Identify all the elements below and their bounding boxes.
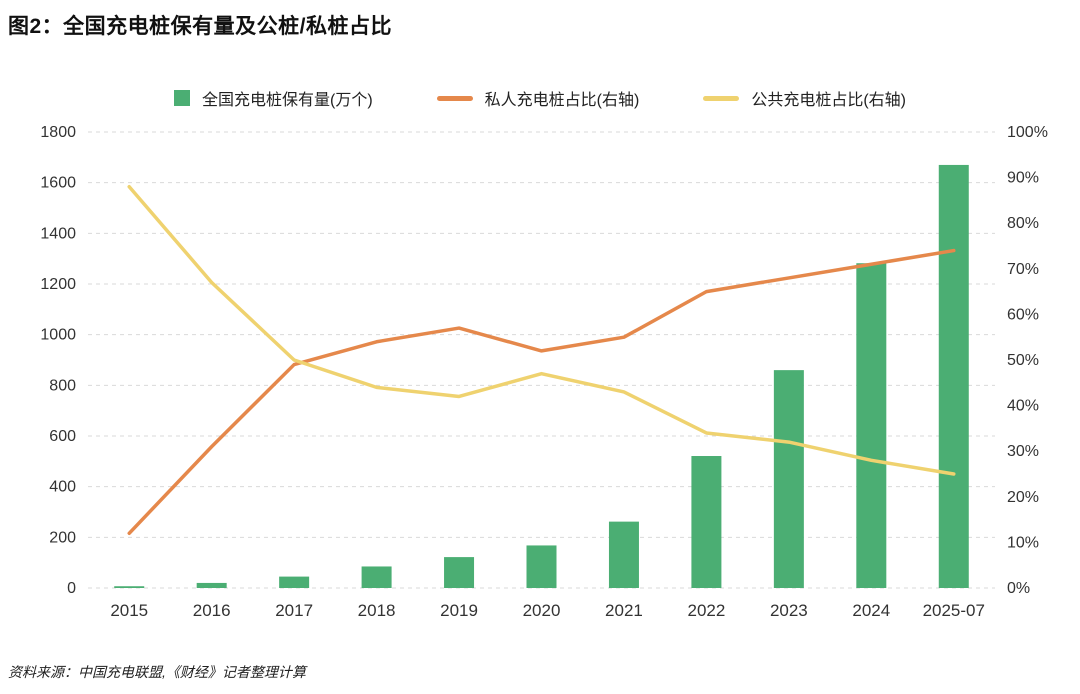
- bar-2021: [608, 521, 639, 588]
- legend: 全国充电桩保有量(万个) 私人充电桩占比(右轴) 公共充电桩占比(右轴): [0, 86, 1080, 110]
- right-axis-tick-label: 40%: [1007, 398, 1039, 415]
- bar-2023: [773, 370, 804, 588]
- right-axis-tick-label: 70%: [1007, 261, 1039, 278]
- x-axis-label: 2020: [523, 601, 561, 620]
- bar-2019: [444, 557, 475, 588]
- left-axis-tick-label: 1800: [40, 124, 76, 141]
- left-axis-tick-label: 0: [67, 580, 76, 597]
- left-axis-tick-label: 800: [49, 377, 76, 394]
- left-axis-tick-label: 1000: [40, 327, 76, 344]
- right-axis-tick-label: 60%: [1007, 306, 1039, 323]
- x-axis-label: 2025-07: [923, 601, 985, 620]
- bar-2016: [196, 582, 227, 588]
- private-ratio-line: [127, 248, 956, 536]
- x-axis-label: 2018: [358, 601, 396, 620]
- legend-label: 全国充电桩保有量(万个): [201, 92, 373, 109]
- bar-2017: [279, 576, 310, 588]
- x-axis-label: 2015: [110, 601, 148, 620]
- right-axis-tick-label: 30%: [1007, 443, 1039, 460]
- right-axis-tick-label: 100%: [1007, 124, 1048, 141]
- right-axis-tick-label: 50%: [1007, 352, 1039, 369]
- x-axis-label: 2024: [852, 601, 890, 620]
- legend-item-bars: 全国充电桩保有量(万个): [173, 86, 373, 110]
- x-axis-label: 2022: [687, 601, 725, 620]
- legend-label: 私人充电桩占比(右轴): [484, 92, 640, 109]
- public-ratio-line: [127, 184, 956, 476]
- legend-label: 公共充电桩占比(右轴): [751, 92, 906, 109]
- left-axis-tick-label: 200: [49, 529, 76, 546]
- right-axis-tick-label: 90%: [1007, 170, 1039, 187]
- bar-2018: [361, 566, 392, 588]
- right-axis-tick-label: 0%: [1007, 580, 1030, 597]
- x-axis-label: 2023: [770, 601, 808, 620]
- bar-2020: [526, 545, 557, 588]
- right-axis-tick-label: 80%: [1007, 215, 1039, 232]
- x-axis-label: 2017: [275, 601, 313, 620]
- left-axis-tick-label: 400: [49, 479, 76, 496]
- x-axis-label: 2019: [440, 601, 478, 620]
- public-line-swatch-icon: [703, 95, 740, 101]
- chart-svg: 0 200 400 600 800 1000 1200 1400 1600 1800 0% 10% 20…: [40, 124, 1048, 620]
- legend-item-public-line: 公共充电桩占比(右轴): [703, 86, 906, 110]
- bar-series-swatch-icon: [173, 90, 190, 106]
- chart-title: 图2：全国充电桩保有量及公桩/私桩占比: [8, 15, 393, 38]
- bar-2025-07: [938, 164, 969, 588]
- left-axis-tick-label: 1200: [40, 276, 76, 293]
- x-axis-label: 2021: [605, 601, 643, 620]
- right-axis-tick-label: 10%: [1007, 534, 1039, 551]
- bar-2024: [856, 263, 887, 588]
- bar-2022: [691, 456, 722, 588]
- left-axis-tick-label: 1400: [40, 225, 76, 242]
- legend-item-private-line: 私人充电桩占比(右轴): [436, 86, 640, 110]
- source-note: 资料来源：中国充电联盟,《财经》记者整理计算: [8, 664, 306, 680]
- private-line-swatch-icon: [436, 95, 473, 101]
- left-axis-tick-label: 600: [49, 428, 76, 445]
- bar-2015: [114, 586, 145, 588]
- left-axis-tick-label: 1600: [40, 175, 76, 192]
- x-axis-label: 2016: [193, 601, 231, 620]
- right-axis-tick-label: 20%: [1007, 489, 1039, 506]
- chart-area: 0 200 400 600 800 1000 1200 1400 1600 1800 0% 10% 20…: [0, 118, 1080, 630]
